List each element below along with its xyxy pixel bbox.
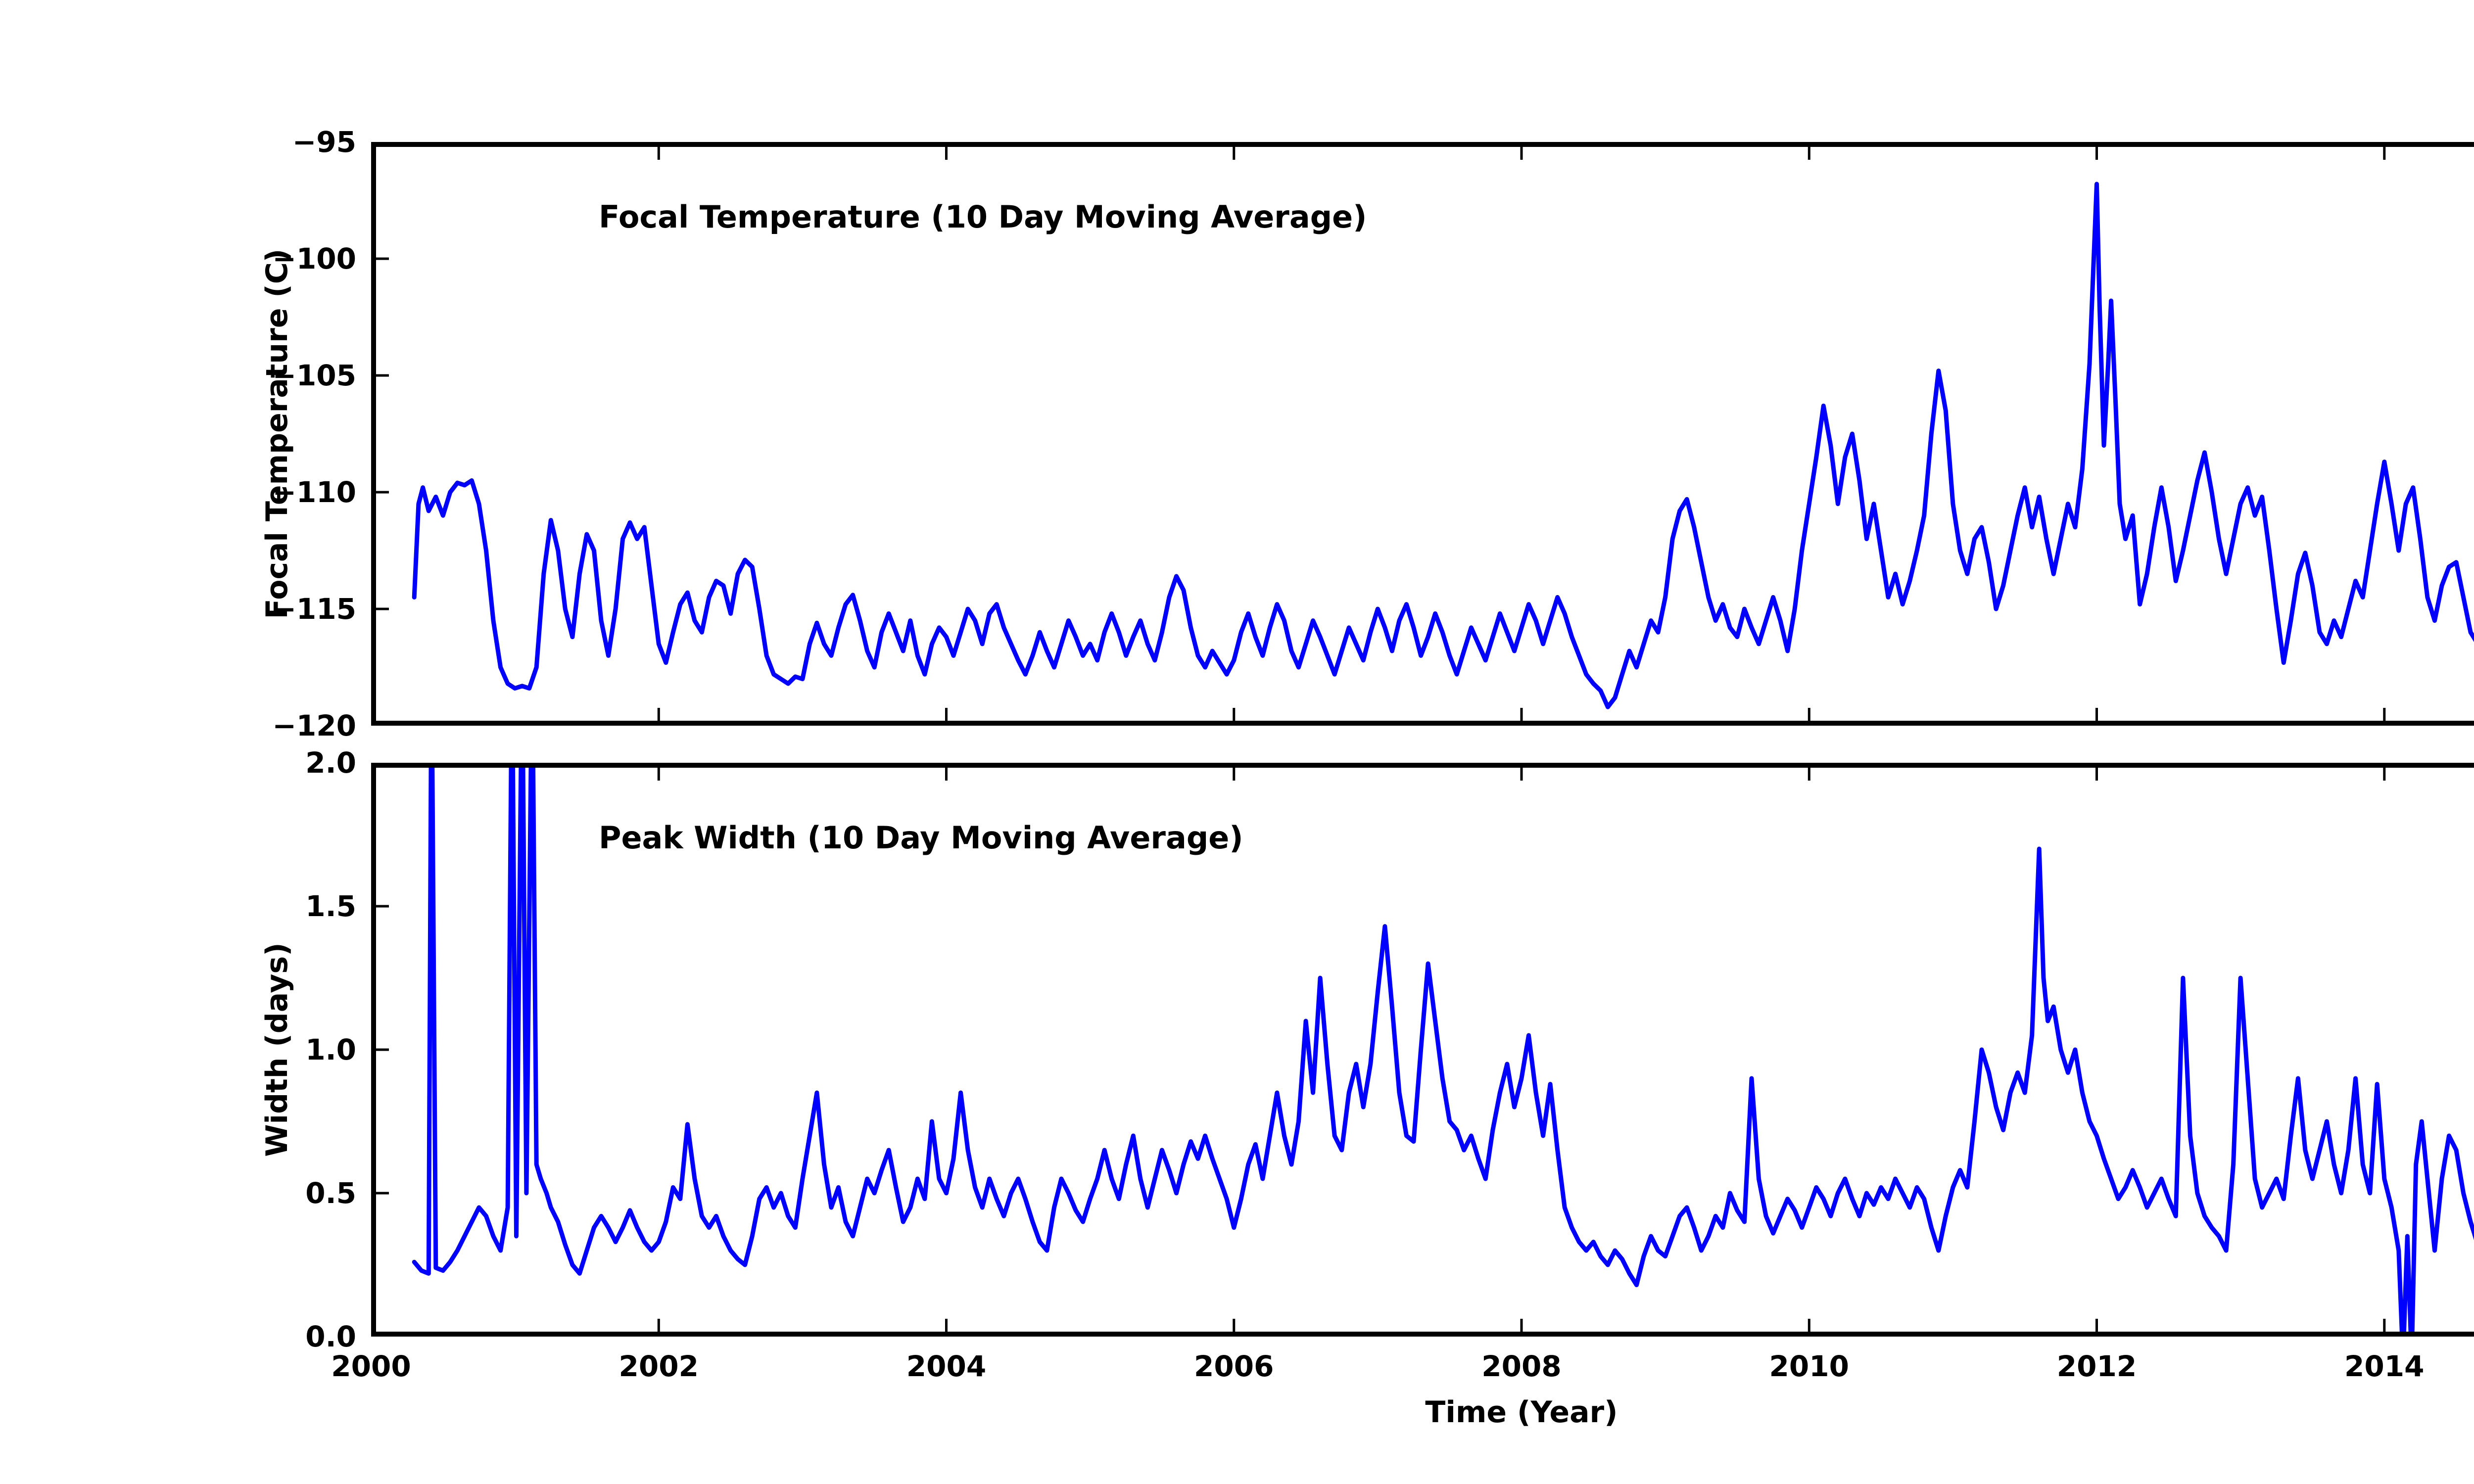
y-tick-label: −100 — [272, 242, 356, 276]
peak-width-line-chart — [371, 763, 2474, 1337]
x-tick-label: 2010 — [1769, 1349, 1849, 1383]
y-tick-label: −110 — [272, 475, 356, 509]
x-tick-label: 2002 — [618, 1349, 699, 1383]
peak_width_10day_avg-line — [412, 768, 2474, 1332]
peak-width-plot-title: Peak Width (10 Day Moving Average) — [599, 820, 1243, 856]
focal-temperature-y-axis-label: Focal Temperature (C) — [260, 248, 294, 619]
x-tick-label: 2000 — [331, 1349, 411, 1383]
y-tick-label: −115 — [272, 592, 356, 626]
y-tick-label: 1.0 — [305, 1033, 356, 1067]
y-tick-label: −120 — [272, 709, 356, 742]
y-tick-label: 1.5 — [305, 889, 356, 923]
y-tick-label: −105 — [272, 359, 356, 392]
focal-temperature-line-chart — [371, 142, 2474, 726]
y-tick-label: 0.0 — [305, 1320, 356, 1353]
x-tick-label: 2006 — [1194, 1349, 1274, 1383]
y-tick-label: 0.5 — [305, 1176, 356, 1210]
x-tick-label: 2004 — [906, 1349, 987, 1383]
time-x-axis-label: Time (Year) — [1425, 1395, 1618, 1430]
peak-width-plot: Peak Width (10 Day Moving Average) — [371, 763, 2474, 1337]
focal-temperature-plot: Focal Temperature (10 Day Moving Average… — [371, 142, 2474, 726]
axes-frame — [371, 763, 2474, 1337]
focal_temperature_10day_avg-line — [412, 182, 2474, 709]
x-tick-label: 2008 — [1481, 1349, 1562, 1383]
x-tick-label: 2012 — [2056, 1349, 2137, 1383]
focal-temperature-plot-title: Focal Temperature (10 Day Moving Average… — [599, 199, 1367, 235]
x-tick-label: 2014 — [2344, 1349, 2425, 1383]
axes-frame — [371, 142, 2474, 726]
y-tick-label: 2.0 — [305, 746, 356, 780]
y-tick-label: −95 — [292, 125, 356, 159]
